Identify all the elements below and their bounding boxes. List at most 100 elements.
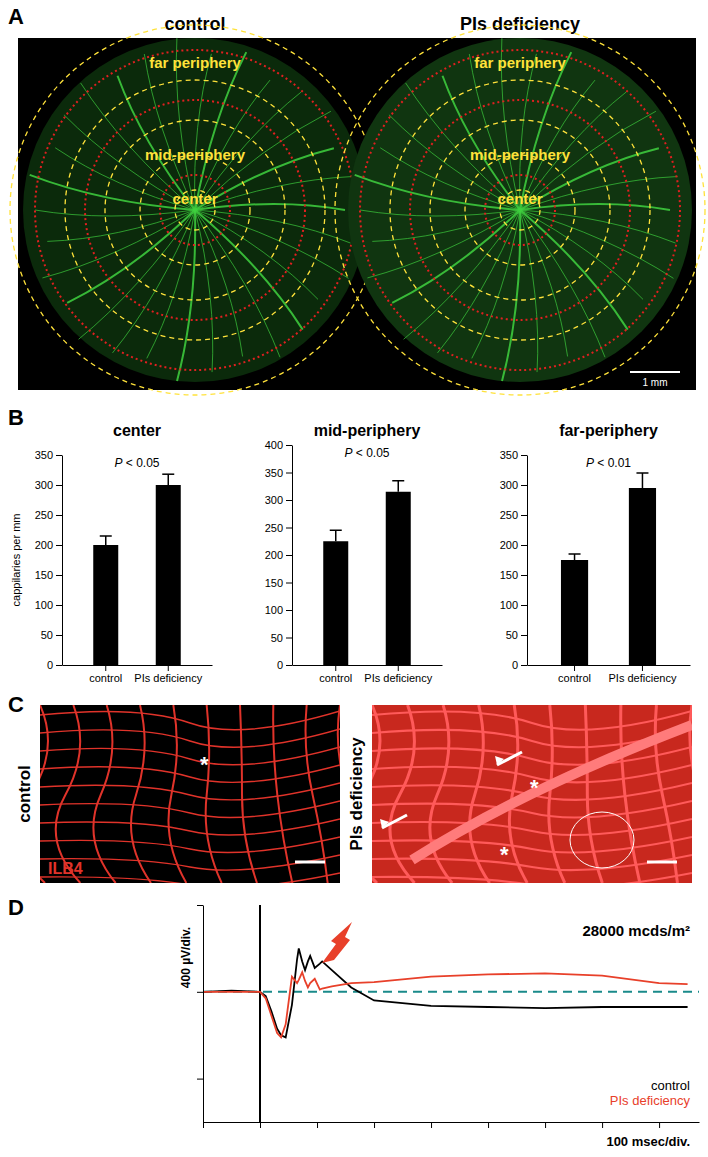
vessel — [113, 210, 196, 353]
x-tick-mark — [374, 1122, 375, 1128]
x-axis: controlPIs deficiency — [528, 665, 691, 684]
bar — [561, 560, 588, 665]
zone-boundary — [140, 155, 250, 265]
error-bar-stem — [335, 530, 337, 541]
error-bar-cap — [636, 472, 648, 474]
y-tick-mark — [197, 905, 203, 906]
y-tick-mark — [56, 575, 62, 576]
x-axis-title: 100 msec/div. — [606, 1134, 690, 1149]
image-title: control — [165, 14, 226, 34]
vessel — [372, 873, 692, 883]
y-axis-title: cappilaries per mm — [10, 514, 22, 607]
asterisk: * — [530, 775, 539, 800]
chart-title: far-periphery — [559, 422, 658, 439]
error-bar-stem — [168, 474, 170, 485]
y-tick-mark — [56, 485, 62, 486]
vessel — [195, 210, 280, 357]
y-tick-label: 300 — [35, 479, 53, 491]
vessel — [520, 177, 677, 210]
p-value: P < 0.05 — [114, 456, 159, 470]
vessel — [40, 729, 340, 747]
image-title: PIs deficiency — [347, 737, 366, 851]
y-axis-title: 400 µV/div. — [179, 927, 193, 988]
zone-label: center — [172, 190, 217, 207]
vessel — [372, 801, 692, 817]
y-tick-label: 50 — [506, 629, 518, 641]
error-bar — [569, 554, 581, 560]
vessel — [240, 705, 257, 883]
x-tick-mark — [203, 1122, 204, 1128]
y-tick: 200 — [35, 539, 62, 551]
x-tick-mark — [659, 1122, 660, 1128]
y-tick-mark — [286, 445, 292, 446]
y-tick: 150 — [500, 569, 527, 581]
retina-image — [335, 25, 705, 395]
image-title: PIs deficiency — [460, 14, 580, 34]
arrow-head — [495, 756, 504, 765]
y-tick-mark — [286, 500, 292, 501]
vessel — [177, 210, 195, 381]
y-tick-mark — [521, 635, 527, 636]
x-tick-mark — [260, 1122, 261, 1128]
vessel — [338, 705, 340, 883]
x-tick-label: control — [319, 672, 352, 684]
x-tick-mark — [335, 665, 336, 671]
x-tick-label: control — [89, 672, 122, 684]
vessel — [40, 747, 340, 765]
vessel — [131, 705, 151, 883]
y-axis: 050100150200250300350 — [35, 449, 63, 671]
y-tick-mark — [197, 992, 203, 993]
plot-area — [203, 948, 688, 1037]
y-tick-mark — [56, 515, 62, 516]
error-bar-stem — [642, 473, 644, 488]
error-bar-stem — [398, 481, 400, 492]
zone-boundary — [360, 50, 680, 370]
y-tick-label: 0 — [512, 659, 518, 671]
microscopy-image — [18, 705, 363, 888]
retina — [23, 38, 367, 382]
x-tick — [431, 1122, 432, 1128]
x-tick: control — [558, 665, 591, 684]
error-bar — [100, 536, 112, 545]
y-tick-mark — [521, 665, 527, 666]
y-tick: 350 — [265, 467, 292, 479]
y-tick-label: 200 — [265, 549, 283, 561]
vessel — [40, 801, 340, 817]
figure: Acontrolfar peripherymid-peripherycenter… — [0, 0, 708, 1157]
zone-boundary — [430, 120, 610, 300]
y-tick-label: 350 — [500, 449, 518, 461]
y-tick-label: 350 — [35, 449, 53, 461]
x-tick-mark — [398, 665, 399, 671]
y-tick: 250 — [265, 522, 292, 534]
y-tick-label: 200 — [35, 539, 53, 551]
zone-boundary — [485, 175, 555, 245]
vessel — [40, 819, 340, 835]
vessel — [40, 837, 340, 853]
stain-label: ILB4 — [48, 860, 83, 877]
y-tick-label: 150 — [500, 569, 518, 581]
y-axis-line — [62, 456, 63, 666]
vessel — [195, 210, 348, 278]
asterisk: * — [500, 842, 509, 867]
y-tick — [197, 1079, 203, 1080]
y-tick: 300 — [500, 479, 527, 491]
x-tick-mark — [105, 665, 106, 671]
y-tick-label: 300 — [500, 479, 518, 491]
baseline — [203, 991, 699, 993]
y-tick: 50 — [41, 629, 62, 641]
error-bar — [636, 473, 648, 488]
vessel — [585, 705, 602, 883]
vessel — [549, 705, 565, 883]
vessel — [690, 705, 692, 883]
zone-label: center — [497, 190, 542, 207]
vessel — [520, 210, 673, 278]
bar-chart: 050100150200250300350controlPIs deficien… — [35, 449, 213, 684]
error-bar-cap — [162, 473, 174, 475]
panel-label: A — [8, 4, 24, 29]
zone-boundary — [65, 80, 325, 340]
zone-boundary — [335, 25, 705, 395]
vessel — [35, 210, 195, 216]
vessel — [360, 210, 520, 216]
y-axis-line — [527, 456, 528, 666]
y-tick: 350 — [500, 449, 527, 461]
